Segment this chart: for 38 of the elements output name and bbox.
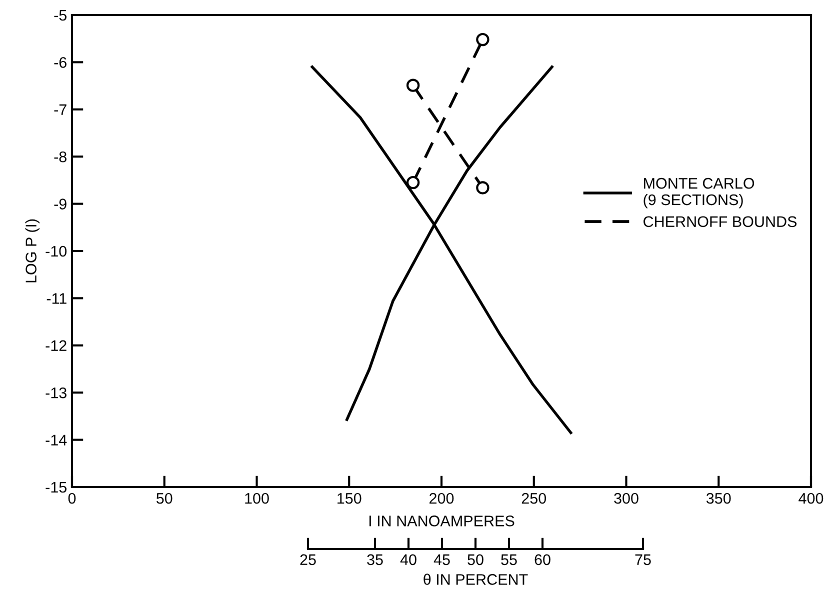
line-series xyxy=(310,66,572,434)
point xyxy=(476,181,490,194)
point xyxy=(476,32,490,46)
legend-label: MONTE CARLO (9 SECTIONS) xyxy=(644,178,754,208)
y-tick-label: -7 xyxy=(54,104,66,115)
x-tick-label: 50 xyxy=(156,492,172,504)
y-tick-label: -10 xyxy=(46,246,67,257)
x-tick-label: 100 xyxy=(245,492,269,504)
x-tick-label: 400 xyxy=(798,492,824,504)
x2-tick-label: 45 xyxy=(434,554,450,566)
point xyxy=(406,78,420,92)
x2-tick-label: 25 xyxy=(300,554,316,566)
x2-tick-label: 75 xyxy=(635,554,651,566)
x-tick-label: 350 xyxy=(706,492,731,504)
y-tick-label: -15 xyxy=(46,482,66,493)
x2-tick-label: 60 xyxy=(534,554,550,566)
y-tick-label: -11 xyxy=(46,293,66,304)
x2-tick-label: 35 xyxy=(367,554,383,566)
y-tick-label: -9 xyxy=(54,198,66,210)
y-tick-label: -13 xyxy=(46,387,66,398)
x2-tick-label: 55 xyxy=(501,554,517,566)
legend-label: CHERNOFF BOUNDS xyxy=(644,216,797,228)
y-tick-label: -12 xyxy=(46,340,66,351)
x-tick-label: 300 xyxy=(614,492,638,504)
x2-tick-label: 50 xyxy=(468,554,484,566)
y-axis-title: LOG P (I) xyxy=(25,219,40,282)
y-tick-label: -8 xyxy=(54,151,66,162)
x-tick-label: 150 xyxy=(338,492,362,504)
y-tick-label: -14 xyxy=(46,434,67,446)
x2-tick-label: 40 xyxy=(400,554,416,566)
x2-axis-title: θ IN PERCENT xyxy=(424,574,528,585)
x-tick-label: 0 xyxy=(68,492,76,504)
x-tick-label: 200 xyxy=(430,492,454,504)
x-tick-label: 250 xyxy=(522,492,546,504)
y-tick-label: -6 xyxy=(54,57,66,68)
y-tick-label: -5 xyxy=(54,10,66,21)
x-axis-title: I IN NANOAMPERES xyxy=(369,516,514,526)
point xyxy=(406,176,420,190)
